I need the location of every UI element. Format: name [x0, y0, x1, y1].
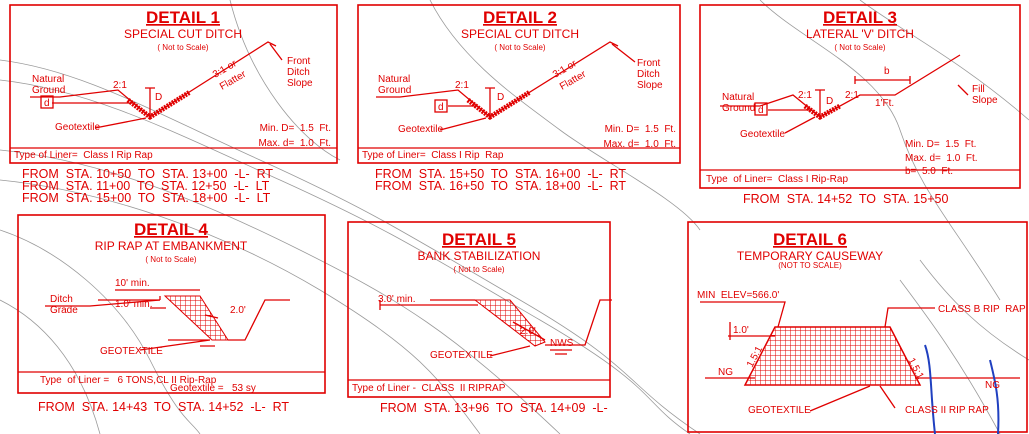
drawing-label: D	[497, 92, 504, 103]
drawing-label: Min. D= 1.5 Ft.	[260, 123, 331, 134]
drawing-label: Front	[287, 56, 311, 67]
riprap	[475, 300, 545, 346]
drawing-label: Ditch	[637, 69, 660, 80]
drawing-label: b= 5.0 Ft.	[905, 166, 953, 177]
drawing-label: Type of Liner= Class I Rip-Rap	[706, 174, 848, 185]
drawing-label: D	[155, 92, 162, 103]
scale-note: ( Not to Scale)	[834, 43, 885, 52]
drawing-label: NG	[985, 380, 1000, 391]
drawing-label: d	[44, 98, 50, 109]
drawing-label: CLASS B RIP RAP	[938, 304, 1026, 315]
station-range: FROM STA. 14+52 TO STA. 15+50	[743, 192, 948, 206]
drawing-label: GEOTEXTILE	[748, 405, 811, 416]
drawing-label: d	[758, 105, 764, 116]
detail-title: DETAIL 3	[823, 8, 897, 27]
drawing-label: 1'Ft.	[875, 98, 894, 109]
riprap	[165, 296, 228, 340]
detail-subtitle: BANK STABILIZATION	[418, 249, 541, 263]
plan-sheet: DETAIL 1SPECIAL CUT DITCH( Not to Scale)…	[0, 0, 1029, 434]
drawing-label: 2.0'	[520, 326, 536, 337]
station-range: FROM STA. 14+43 TO STA. 14+52 -L- RT	[38, 400, 289, 414]
drawing-label: 3.0' min.	[378, 294, 415, 305]
drawing-label: Ditch	[50, 294, 73, 305]
drawing-label: NWS	[550, 338, 574, 349]
scale-note: ( Not to Scale)	[453, 265, 504, 274]
detail-title: DETAIL 4	[134, 220, 209, 239]
drawing-label: Min. D= 1.5 Ft.	[905, 139, 976, 150]
detail-subtitle: SPECIAL CUT DITCH	[461, 27, 579, 41]
drawing-label: Grade	[50, 305, 78, 316]
drawing-label: Slope	[637, 80, 663, 91]
drawing-label: Type of Liner= Class I Rip Rap	[362, 150, 504, 161]
drawing-label: NG	[718, 367, 733, 378]
drawing-label: Ground	[722, 103, 755, 114]
drawing-label: 1.0'	[733, 325, 749, 336]
drawing-label: Natural	[722, 92, 754, 103]
drawing-label: D	[826, 96, 833, 107]
scale-note: ( Not to Scale)	[157, 43, 208, 52]
drawing-label: 2:1	[798, 90, 812, 101]
drawing-label: d	[438, 102, 444, 113]
drawing-label: 2:1	[455, 80, 469, 91]
detail-subtitle: SPECIAL CUT DITCH	[124, 27, 242, 41]
drawing-label: Front	[637, 58, 661, 69]
drawing-label: 1.0' min.	[115, 299, 152, 310]
drawing-label: Ditch	[287, 67, 310, 78]
drawing-label: Geotextile	[740, 129, 785, 140]
drawing-label: 2:1	[845, 90, 859, 101]
station-range: FROM STA. 15+00 TO STA. 18+00 -L- LT	[22, 191, 271, 205]
drawing-label: 2.0'	[230, 305, 246, 316]
detail-title: DETAIL 6	[773, 230, 847, 249]
drawing-label: GEOTEXTILE	[430, 350, 493, 361]
drawing-label: Max. d= 1.0 Ft.	[905, 153, 978, 164]
detail-title: DETAIL 1	[146, 8, 220, 27]
scale-note: (NOT TO SCALE)	[778, 261, 842, 270]
drawing-label: Ground	[32, 85, 65, 96]
drawing-label: Geotextile	[398, 124, 443, 135]
drawing-label: Max. d= 1.0 Ft.	[603, 139, 676, 150]
drawing-label: Natural	[378, 74, 410, 85]
station-range: FROM STA. 13+96 TO STA. 14+09 -L-	[380, 401, 608, 415]
drawing-label: MIN ELEV=566.0'	[697, 290, 779, 301]
drawing-label: Min. D= 1.5 Ft.	[605, 124, 676, 135]
ditch-profile	[45, 300, 290, 340]
drawing-label: 2:1	[113, 80, 127, 91]
drawing-label: Geotextile	[55, 122, 100, 133]
drawing-label: Ground	[378, 85, 411, 96]
drawing-label: Geotextile = 53 sy	[170, 383, 256, 394]
station-range: FROM STA. 16+50 TO STA. 18+00 -L- RT	[375, 179, 626, 193]
drawing-label: Slope	[972, 95, 998, 106]
drawing-label: Fill	[972, 84, 985, 95]
scale-note: ( Not to Scale)	[494, 43, 545, 52]
detail-subtitle: RIP RAP AT EMBANKMENT	[95, 239, 248, 253]
drawing-label: b	[884, 66, 890, 77]
scale-note: ( Not to Scale)	[145, 255, 196, 264]
detail-title: DETAIL 2	[483, 8, 557, 27]
drawing-label: Type of Liner - CLASS II RIPRAP	[352, 383, 506, 394]
drawing-label: Natural	[32, 74, 64, 85]
drawing-label: Max. d= 1.0 Ft.	[258, 138, 331, 149]
drawing-label: Type of Liner= Class I Rip Rap	[14, 150, 153, 161]
drawing-label: CLASS II RIP RAP	[905, 405, 989, 416]
drawing-label: 10' min.	[115, 278, 150, 289]
detail-title: DETAIL 5	[442, 230, 516, 249]
liner	[805, 106, 840, 117]
drawing-label: Slope	[287, 78, 313, 89]
drawing-label: GEOTEXTILE	[100, 346, 163, 357]
detail-subtitle: LATERAL 'V' DITCH	[806, 27, 914, 41]
